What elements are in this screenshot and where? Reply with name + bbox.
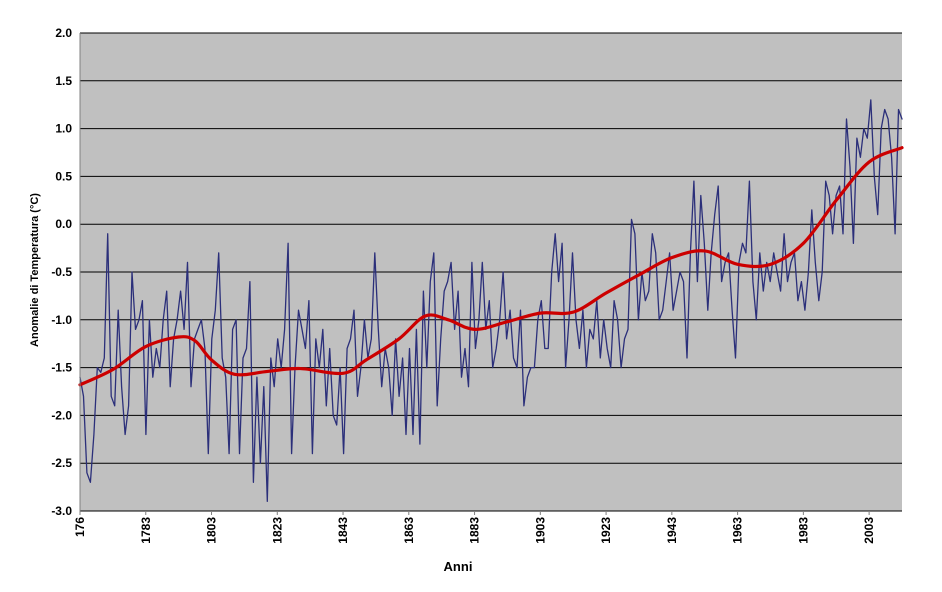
x-tick-label: 1963 [731, 517, 745, 544]
x-tick-label: 1803 [205, 517, 219, 544]
y-axis-ticks: 2.0 1.5 1.0 0.5 0.0 -0.5 -1.0 -1.5 -2.0 -2.5 -3.0 [51, 26, 72, 518]
x-tick-label: 2003 [862, 517, 876, 544]
y-tick-label: -1.5 [51, 361, 72, 375]
y-tick-label: -3.0 [51, 504, 72, 518]
x-axis-ticks: 176 1783 1803 1823 1843 1863 1883 1903 1923 1943 1… [73, 511, 876, 544]
smoothed-trend-line [78, 146, 904, 387]
y-tick-label: -1.0 [51, 313, 72, 327]
x-tick-label: 1843 [336, 517, 350, 544]
x-axis-label: Anni [444, 559, 473, 574]
annual-anomaly-line [79, 99, 903, 503]
y-tick-label: -0.5 [51, 265, 72, 279]
y-tick-label: 0.5 [55, 169, 72, 183]
y-tick-label: -2.0 [51, 408, 72, 422]
x-tick-label: 1983 [796, 517, 810, 544]
x-tick-label: 1903 [533, 517, 547, 544]
x-tick-label: 176 [73, 517, 87, 537]
data-series [78, 99, 904, 503]
y-tick-label: 0.0 [55, 217, 72, 231]
y-tick-label: 1.0 [55, 122, 72, 136]
x-tick-label: 1923 [599, 517, 613, 544]
x-tick-label: 1783 [139, 517, 153, 544]
y-tick-label: 2.0 [55, 26, 72, 40]
y-axis-label: Anomalie di Temperatura (°C) [29, 193, 41, 347]
y-tick-label: -2.5 [51, 456, 72, 470]
x-tick-label: 1943 [665, 517, 679, 544]
x-tick-label: 1823 [270, 517, 284, 544]
x-tick-label: 1863 [402, 517, 416, 544]
x-tick-label: 1883 [468, 517, 482, 544]
grid-lines [80, 32, 902, 512]
y-tick-label: 1.5 [55, 74, 72, 88]
